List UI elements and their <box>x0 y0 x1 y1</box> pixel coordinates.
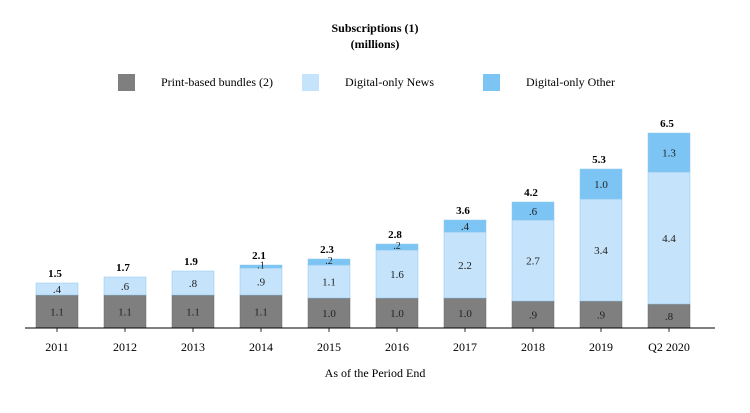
data-label-2013-s0: 1.1 <box>186 307 200 319</box>
bar-segment-2018-s1 <box>511 219 555 302</box>
bar-segment-2011-s1 <box>35 282 79 296</box>
x-axis-title: As of the Period End <box>324 366 426 380</box>
data-label-2016-s0: 1.0 <box>390 308 404 320</box>
x-tick-label-2012: 2012 <box>113 340 137 354</box>
bar-segment-2014-s0 <box>239 294 283 329</box>
chart-subtitle: (millions) <box>350 37 400 51</box>
bar-segment-2018-s0 <box>511 300 555 329</box>
total-label-2019: 5.3 <box>592 154 606 166</box>
total-label-2011: 1.5 <box>48 268 62 280</box>
legend-swatch-digital-news <box>302 73 319 91</box>
total-label-2012: 1.7 <box>116 262 130 274</box>
x-tick-label-2017: 2017 <box>453 340 477 354</box>
legend-swatch-digital-other <box>483 73 500 91</box>
total-label-2016: 2.8 <box>388 229 402 241</box>
data-label-2014-s2: .1 <box>257 261 265 272</box>
bar-segment-2012-s1 <box>103 276 147 296</box>
bar-segment-2016-s1 <box>375 249 419 299</box>
data-label-2018-s1: 2.7 <box>526 256 540 268</box>
data-label-2013-s1: .8 <box>189 278 198 290</box>
x-tick-label-2011: 2011 <box>45 340 69 354</box>
bar-segment-2018-s2 <box>511 201 555 221</box>
bar-segment-q2-2020-s1 <box>647 171 691 305</box>
data-label-2014-s1: .9 <box>257 277 266 289</box>
chart-title: Subscriptions (1) <box>331 21 419 35</box>
bar-segment-2016-s2 <box>375 243 419 251</box>
x-tick-label-2019: 2019 <box>589 340 613 354</box>
data-label-2012-s0: 1.1 <box>118 307 132 319</box>
x-tick-label-2016: 2016 <box>385 340 409 354</box>
data-label-2017-s1: 2.2 <box>458 260 472 272</box>
bar-segment-2017-s1 <box>443 231 487 299</box>
x-tick-label-q2-2020: Q2 2020 <box>648 340 690 354</box>
data-label-2019-s1: 3.4 <box>594 245 608 257</box>
legend-item-digital-only-news: Digital-only News <box>302 73 434 91</box>
bar-segment-2019-s2 <box>579 168 623 200</box>
bar-segment-2012-s0 <box>103 294 147 329</box>
data-label-2016-s2: .2 <box>393 241 401 252</box>
bar-segment-2016-s0 <box>375 297 419 329</box>
data-label-2016-s1: 1.6 <box>390 269 404 281</box>
data-label-2019-s2: 1.0 <box>594 179 608 191</box>
bar-segment-2015-s1 <box>307 264 351 299</box>
legend-item-digital-only-other: Digital-only Other <box>483 73 615 91</box>
data-label-2015-s1: 1.1 <box>322 277 336 289</box>
bar-segment-2013-s1 <box>171 270 215 296</box>
legend-label-digital-news: Digital-only News <box>345 74 434 89</box>
x-tick-label-2014: 2014 <box>249 340 273 354</box>
total-label-2018: 4.2 <box>524 187 538 199</box>
legend-label-print: Print-based bundles (2) <box>161 74 273 89</box>
data-label-2011-s0: 1.1 <box>50 307 64 319</box>
data-label-2017-s0: 1.0 <box>458 308 472 320</box>
bar-segment-2013-s0 <box>171 294 215 329</box>
bar-segment-q2-2020-s2 <box>647 132 691 173</box>
data-label-q2-2020-s2: 1.3 <box>662 148 676 160</box>
data-label-2017-s2: .4 <box>461 221 470 233</box>
data-label-2015-s2: .2 <box>325 256 333 267</box>
bar-segment-2015-s2 <box>307 258 351 266</box>
bar-segment-2017-s0 <box>443 297 487 329</box>
bar-segment-2015-s0 <box>307 297 351 329</box>
total-label-2014: 2.1 <box>252 250 266 262</box>
bar-segment-2014-s1 <box>239 267 283 296</box>
data-label-q2-2020-s1: 4.4 <box>662 233 676 245</box>
data-label-2015-s0: 1.0 <box>322 308 336 320</box>
legend-swatch-print <box>118 73 135 91</box>
data-label-q2-2020-s0: .8 <box>665 311 674 323</box>
total-label-2017: 3.6 <box>456 205 470 217</box>
data-label-2011-s1: .4 <box>53 284 62 296</box>
bar-segment-2019-s1 <box>579 198 623 302</box>
total-label-q2-2020: 6.5 <box>660 118 674 130</box>
legend-item-print-based-bundles: Print-based bundles (2) <box>118 73 273 91</box>
x-tick-label-2013: 2013 <box>181 340 205 354</box>
total-label-2013: 1.9 <box>184 256 198 268</box>
data-label-2019-s0: .9 <box>597 310 606 322</box>
total-label-2015: 2.3 <box>320 244 334 256</box>
data-label-2012-s1: .6 <box>121 281 130 293</box>
data-label-2018-s0: .9 <box>529 310 538 322</box>
bar-segment-2017-s2 <box>443 219 487 233</box>
data-label-2014-s0: 1.1 <box>254 307 268 319</box>
bar-segment-2014-s2 <box>239 264 283 269</box>
legend-label-digital-other: Digital-only Other <box>526 74 615 89</box>
data-label-2018-s2: .6 <box>529 206 538 218</box>
x-tick-label-2018: 2018 <box>521 340 545 354</box>
x-tick-label-2015: 2015 <box>317 340 341 354</box>
bar-segment-q2-2020-s0 <box>647 303 691 329</box>
